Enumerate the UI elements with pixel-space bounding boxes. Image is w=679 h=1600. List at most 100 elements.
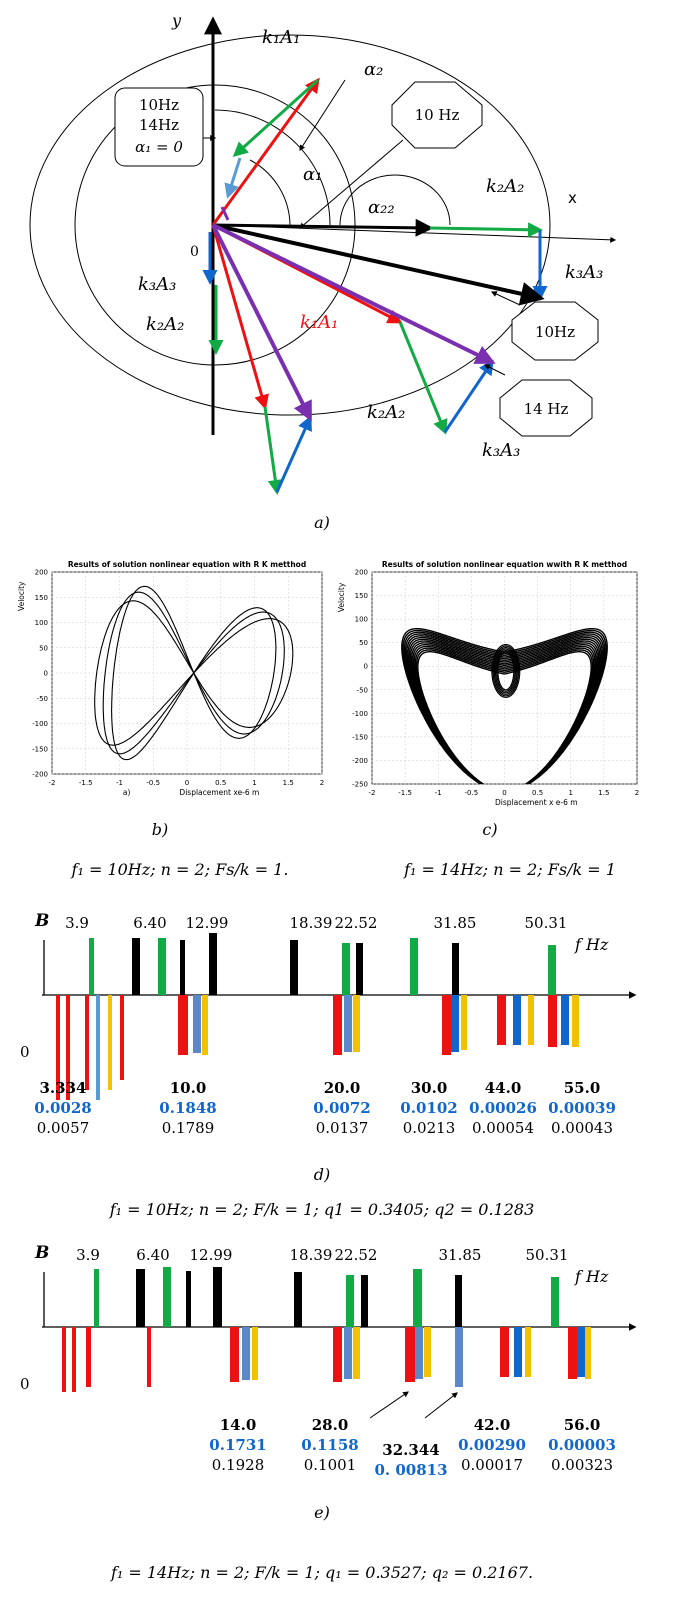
chart-sublabel: a): [123, 788, 131, 797]
group-freq-label: 44.0: [485, 1079, 522, 1097]
spectral-line-up: [158, 938, 166, 995]
spectral-line-down: [424, 1327, 431, 1377]
chart-ylabel: Velocity: [337, 582, 346, 612]
spectral-line-up: [136, 1269, 145, 1327]
trajectory-loop: [412, 643, 597, 784]
group-value-2: 0.0137: [316, 1119, 369, 1137]
y-axis-label: y: [171, 11, 182, 30]
x-tick-label: -1: [435, 789, 442, 797]
spectral-line-down: [202, 995, 208, 1055]
top-freq-label: 50.31: [525, 914, 568, 932]
k2A2-bottom-label: k₂A₂: [367, 402, 405, 423]
spectral-line-up: [346, 1275, 354, 1327]
x-tick-label: 0: [502, 789, 506, 797]
vector-green-up: [232, 78, 320, 158]
caption-d: d): [314, 1165, 330, 1184]
k1A1-red-label: k₁A₁: [300, 312, 338, 333]
vector-green-mid: [398, 321, 448, 435]
caption-c: c): [482, 820, 497, 839]
top-freq-label: 6.40: [136, 1246, 169, 1264]
spectral-line-down: [585, 1327, 591, 1379]
group-freq-label: 30.0: [411, 1079, 448, 1097]
group-value-1: 0. 00813: [374, 1461, 447, 1479]
top-freq-label: 50.31: [526, 1246, 569, 1264]
vector-purple-small: [220, 206, 230, 221]
panel-d-spectrum: Bf Hz 0 3.9 6.40 12.99 18.39 22.52 31.85 50.31 3.…: [20, 911, 637, 1137]
spectral-line-up: [356, 943, 363, 995]
freq-axis-label: f Hz: [574, 935, 609, 954]
spectral-line-up: [132, 938, 140, 995]
y-tick-label: 150: [35, 594, 48, 602]
trajectory-inner-loop: [491, 644, 521, 698]
spectral-line-down: [108, 995, 112, 1090]
alpha2-arc: [214, 109, 331, 226]
group-value-2: 0.0213: [403, 1119, 456, 1137]
x-tick-label: -1: [116, 779, 123, 787]
amp-axis-label: B: [34, 911, 49, 931]
spectral-line-down: [86, 1327, 91, 1387]
top-freq-label: 3.9: [65, 914, 89, 932]
group-freq-label: 28.0: [312, 1416, 349, 1434]
trajectory-loop: [413, 645, 596, 784]
alpha22-arc: [339, 174, 451, 226]
alpha2-label: α₂: [364, 59, 383, 80]
y-tick-label: -100: [352, 710, 368, 718]
spectral-line-down: [572, 995, 579, 1047]
spectral-line-up: [361, 1275, 368, 1327]
chart-c: -2 -1.5 -1 -0.5 0 0.5 1 1.5 2 200 150 100 50 0 -50 -100…: [337, 560, 639, 807]
trajectory-inner-loop: [496, 650, 516, 692]
box-line-2: 14Hz: [139, 116, 179, 134]
top-freq-label: 18.39: [290, 1246, 333, 1264]
spectral-line-down: [548, 995, 557, 1047]
group-value-2: 0.0057: [37, 1119, 90, 1137]
spectral-line-down: [528, 995, 534, 1045]
octagon-mid-label: 10Hz: [535, 323, 575, 341]
spectral-line-down: [344, 1327, 352, 1379]
x-axis-label: x: [568, 189, 577, 207]
caption-b: b): [152, 820, 168, 839]
group-value-2: 0.1928: [212, 1456, 265, 1474]
spectral-line-up: [551, 1277, 559, 1327]
spectral-line-up: [180, 940, 185, 995]
group-value-2: 0.00323: [551, 1456, 613, 1474]
spectral-line-down: [461, 995, 467, 1050]
spectral-line-down: [193, 995, 201, 1053]
chart-xlabel: Displacement xe-6 m: [179, 788, 259, 797]
spectral-line-down: [442, 995, 451, 1055]
group-freq-label: 42.0: [474, 1416, 511, 1434]
freq-box-left: [114, 87, 204, 167]
box-line-3: α₁ = 0: [135, 138, 183, 156]
trajectory-loop: [402, 629, 607, 784]
spectral-line-up: [452, 943, 459, 995]
trajectory-loop: [403, 631, 606, 784]
vector-purple-mid: [212, 223, 496, 364]
vector-green-right: [429, 222, 543, 238]
trajectory-loop: [414, 647, 595, 784]
group-value-2: 0.1001: [304, 1456, 357, 1474]
trajectory-loop: [407, 636, 602, 784]
oct-top-pointer: [299, 139, 404, 229]
chart-xlabel: Displacement x e-6 m: [495, 798, 578, 807]
spectral-line-up: [410, 938, 418, 995]
alpha1-arc: [249, 159, 291, 226]
group-value-2: 0.00054: [472, 1119, 534, 1137]
group-value-1: 0.1848: [159, 1099, 216, 1117]
top-freq-label: 18.39: [290, 914, 333, 932]
spectral-line-down: [62, 1327, 66, 1392]
y-tick-label: 50: [359, 639, 368, 647]
alpha1-label: α₁: [303, 164, 322, 185]
spectral-line-down: [344, 995, 352, 1052]
spectral-line-down: [56, 995, 60, 1100]
spectral-line-up: [290, 940, 298, 995]
vector-purple-down: [211, 224, 312, 422]
spectral-line-up: [455, 1275, 462, 1327]
trajectory-inner-loop: [497, 651, 515, 691]
params-c: f₁ = 14Hz; n = 2; Fs/k = 1: [403, 860, 616, 879]
spectral-line-down: [242, 1327, 250, 1380]
pointer-arrow: [369, 1391, 409, 1419]
k2A2-right-label: k₂A₂: [486, 176, 524, 197]
spectral-line-down: [72, 1327, 76, 1392]
group-value-1: 0.00026: [469, 1099, 537, 1117]
x-tick-label: -0.5: [465, 789, 479, 797]
